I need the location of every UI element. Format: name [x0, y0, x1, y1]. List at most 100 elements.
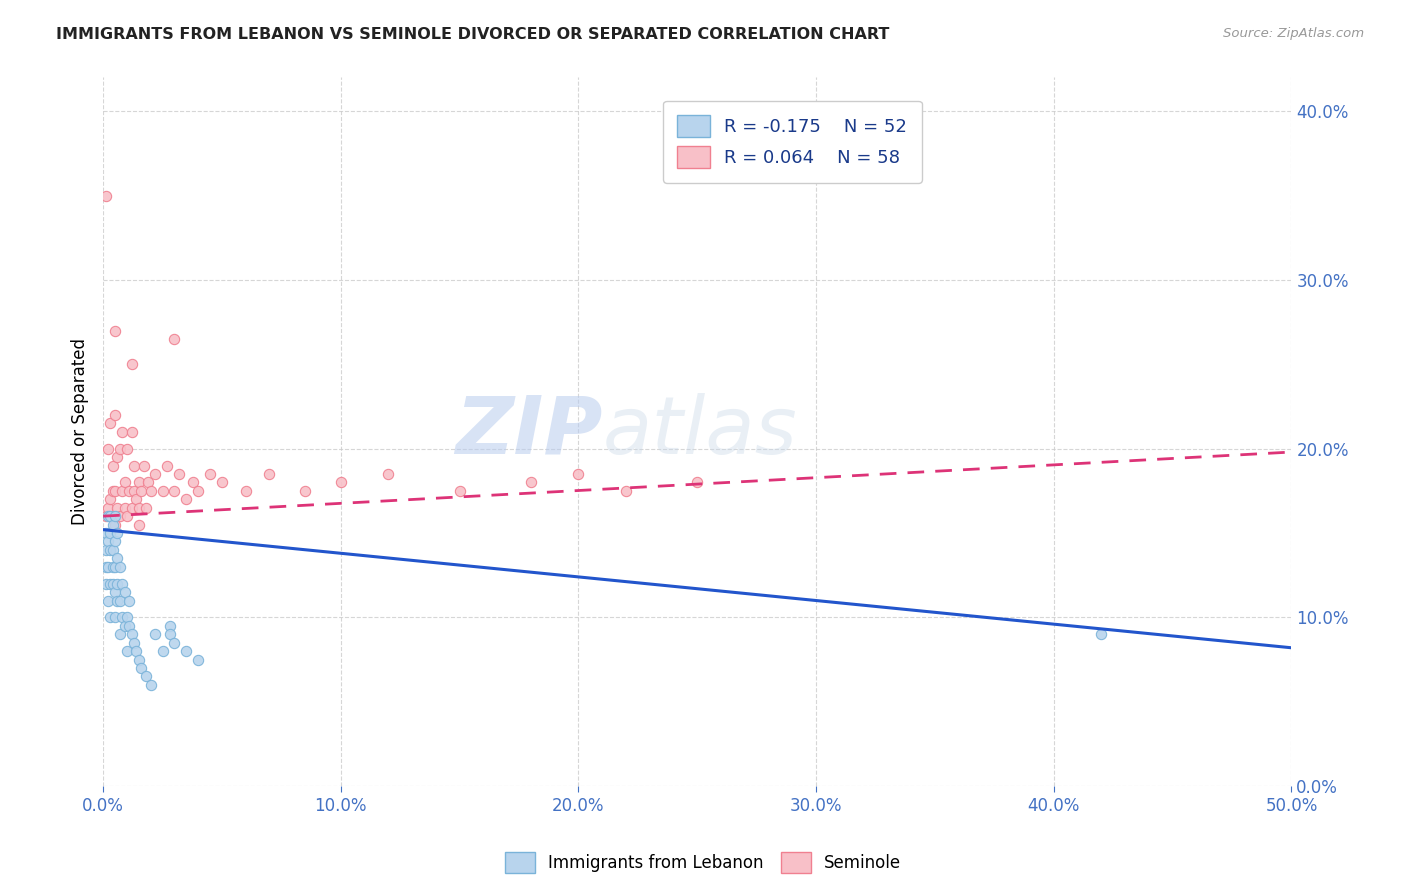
Point	[101, 458, 124, 473]
Point	[139, 483, 162, 498]
Point	[152, 644, 174, 658]
Point	[121, 627, 143, 641]
Point	[121, 425, 143, 439]
Point	[145, 627, 167, 641]
Point	[94, 509, 117, 524]
Point	[104, 483, 127, 498]
Point	[104, 517, 127, 532]
Y-axis label: Divorced or Separated: Divorced or Separated	[72, 338, 89, 525]
Text: Source: ZipAtlas.com: Source: ZipAtlas.com	[1223, 27, 1364, 40]
Point	[97, 500, 120, 515]
Point	[329, 475, 352, 490]
Legend: Immigrants from Lebanon, Seminole: Immigrants from Lebanon, Seminole	[498, 846, 908, 880]
Point	[121, 500, 143, 515]
Point	[115, 442, 138, 456]
Point	[686, 475, 709, 490]
Point	[98, 492, 121, 507]
Point	[104, 559, 127, 574]
Point	[129, 661, 152, 675]
Point	[97, 442, 120, 456]
Point	[163, 483, 186, 498]
Point	[111, 483, 134, 498]
Point	[104, 585, 127, 599]
Point	[114, 585, 136, 599]
Point	[139, 678, 162, 692]
Point	[94, 526, 117, 541]
Legend: R = -0.175    N = 52, R = 0.064    N = 58: R = -0.175 N = 52, R = 0.064 N = 58	[664, 101, 922, 183]
Text: ZIP: ZIP	[456, 392, 602, 471]
Point	[211, 475, 233, 490]
Point	[98, 542, 121, 557]
Point	[159, 619, 181, 633]
Text: atlas: atlas	[602, 392, 797, 471]
Point	[377, 467, 399, 481]
Point	[108, 627, 131, 641]
Point	[449, 483, 471, 498]
Point	[108, 509, 131, 524]
Point	[128, 652, 150, 666]
Point	[135, 500, 157, 515]
Point	[98, 526, 121, 541]
Point	[104, 408, 127, 422]
Point	[101, 576, 124, 591]
Point	[176, 492, 198, 507]
Point	[111, 610, 134, 624]
Text: IMMIGRANTS FROM LEBANON VS SEMINOLE DIVORCED OR SEPARATED CORRELATION CHART: IMMIGRANTS FROM LEBANON VS SEMINOLE DIVO…	[56, 27, 890, 42]
Point	[135, 669, 157, 683]
Point	[98, 610, 121, 624]
Point	[104, 534, 127, 549]
Point	[98, 417, 121, 431]
Point	[152, 483, 174, 498]
Point	[121, 357, 143, 371]
Point	[198, 467, 221, 481]
Point	[111, 425, 134, 439]
Point	[101, 559, 124, 574]
Point	[259, 467, 281, 481]
Point	[105, 593, 128, 607]
Point	[118, 619, 141, 633]
Point	[94, 559, 117, 574]
Point	[98, 509, 121, 524]
Point	[104, 324, 127, 338]
Point	[235, 483, 257, 498]
Point	[101, 483, 124, 498]
Point	[132, 458, 155, 473]
Point	[94, 542, 117, 557]
Point	[167, 467, 190, 481]
Point	[105, 526, 128, 541]
Point	[105, 450, 128, 464]
Point	[118, 593, 141, 607]
Point	[98, 576, 121, 591]
Point	[294, 483, 316, 498]
Point	[94, 576, 117, 591]
Point	[105, 551, 128, 566]
Point	[125, 644, 148, 658]
Point	[183, 475, 205, 490]
Point	[128, 500, 150, 515]
Point	[129, 483, 152, 498]
Point	[97, 534, 120, 549]
Point	[108, 559, 131, 574]
Point	[614, 483, 637, 498]
Point	[163, 636, 186, 650]
Point	[122, 483, 145, 498]
Point	[105, 576, 128, 591]
Point	[118, 483, 141, 498]
Point	[115, 610, 138, 624]
Point	[104, 509, 127, 524]
Point	[108, 442, 131, 456]
Point	[97, 559, 120, 574]
Point	[136, 475, 159, 490]
Point	[115, 644, 138, 658]
Point	[128, 517, 150, 532]
Point	[187, 483, 209, 498]
Point	[187, 652, 209, 666]
Point	[114, 619, 136, 633]
Point	[97, 509, 120, 524]
Point	[176, 644, 198, 658]
Point	[94, 188, 117, 202]
Point	[122, 458, 145, 473]
Point	[145, 467, 167, 481]
Point	[101, 542, 124, 557]
Point	[115, 509, 138, 524]
